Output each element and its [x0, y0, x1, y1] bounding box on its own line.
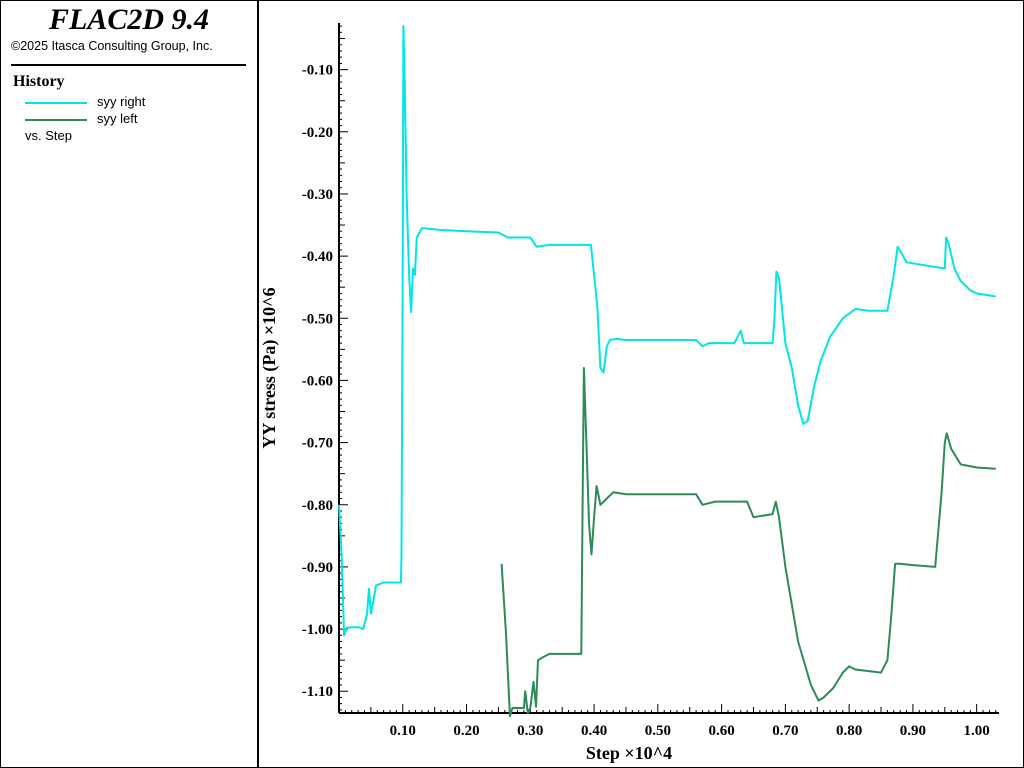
- x-tick-label: 0.30: [517, 723, 543, 739]
- series-line-syy-left: [500, 367, 996, 718]
- legend-swatch-syy-left: [25, 119, 87, 121]
- legend-swatch-syy-right: [25, 102, 87, 104]
- title-divider: [11, 64, 246, 66]
- y-tick-label: -0.60: [302, 373, 333, 389]
- legend-panel: FLAC2D 9.4 ©2025 Itasca Consulting Group…: [1, 1, 259, 767]
- legend-label-syy-left: syy left: [97, 111, 138, 126]
- y-tick-label: -0.10: [302, 63, 333, 79]
- y-tick-label: -0.50: [302, 311, 333, 327]
- app-title: FLAC2D 9.4: [48, 3, 210, 36]
- y-axis-title: YY stress (Pa) ×10^6: [259, 287, 280, 448]
- x-tick-label: 0.50: [645, 723, 671, 739]
- x-tick-label: 0.10: [390, 723, 416, 739]
- x-axis-title: Step ×10^4: [586, 743, 672, 763]
- copyright-text: ©2025 Itasca Consulting Group, Inc.: [11, 39, 213, 53]
- x-tick-label: 0.70: [772, 723, 798, 739]
- legend-label-syy-right: syy right: [97, 94, 146, 109]
- y-tick-label: -0.20: [302, 125, 333, 141]
- x-tick-label: 0.40: [581, 723, 607, 739]
- y-tick-label: -1.10: [302, 684, 333, 700]
- x-tick-label: 0.90: [900, 723, 926, 739]
- y-tick-label: -0.40: [302, 249, 333, 265]
- series-line-syy-right: [338, 25, 996, 637]
- y-tick-label: -1.00: [302, 622, 333, 638]
- y-tick-label: -0.70: [302, 436, 333, 452]
- legend-vs-label: vs. Step: [25, 128, 72, 143]
- y-tick-label: -0.80: [302, 498, 333, 514]
- plot-area: 0.10 0.20 0.30 0.40 0.50 0.60 0.70 0.80 0.90 1.00…: [259, 23, 999, 763]
- y-tick-label: -0.90: [302, 560, 333, 576]
- x-tick-label: 0.60: [708, 723, 734, 739]
- x-tick-label: 1.00: [964, 723, 990, 739]
- x-tick-label: 0.20: [453, 723, 479, 739]
- legend-heading: History: [13, 73, 65, 90]
- x-tick-label: 0.80: [836, 723, 862, 739]
- y-tick-label: -0.30: [302, 187, 333, 203]
